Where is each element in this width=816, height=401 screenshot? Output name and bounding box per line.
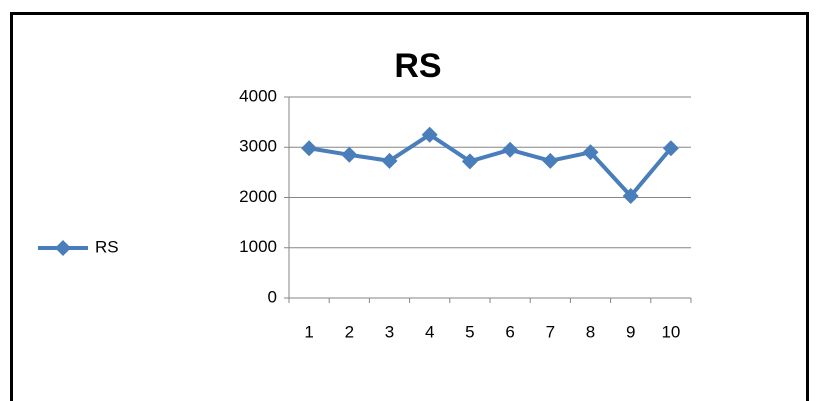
- y-tick-label: 2000: [239, 187, 277, 206]
- legend-marker: [55, 240, 71, 256]
- marker: [582, 144, 599, 161]
- chart-title: RS: [394, 47, 441, 85]
- y-tick-label: 4000: [239, 86, 277, 105]
- y-tick-label: 3000: [239, 137, 277, 156]
- x-tick-label: 1: [304, 322, 313, 341]
- x-tick-label: 7: [546, 322, 555, 341]
- marker: [301, 140, 318, 157]
- x-tick-label: 4: [425, 322, 434, 341]
- marker: [341, 146, 358, 163]
- x-tick-label: 3: [385, 322, 394, 341]
- marker: [421, 126, 438, 143]
- line: [308, 132, 673, 198]
- x-tick-label: 8: [586, 322, 595, 341]
- marker: [381, 152, 398, 169]
- frame: [10, 12, 809, 401]
- x-tick-label: 10: [661, 322, 680, 341]
- y-tick-label: 1000: [239, 237, 277, 256]
- x-tick-label: 2: [345, 322, 354, 341]
- x-tick-label: 5: [465, 322, 474, 341]
- y-tick-label: 0: [268, 287, 277, 306]
- marker: [662, 140, 679, 157]
- marker: [502, 141, 519, 158]
- x-tick-label: 9: [626, 322, 635, 341]
- marker: [622, 187, 639, 204]
- x-tick-label: 6: [505, 322, 514, 341]
- legend-label: RS: [95, 237, 119, 256]
- marker: [461, 153, 478, 170]
- marker: [542, 152, 559, 169]
